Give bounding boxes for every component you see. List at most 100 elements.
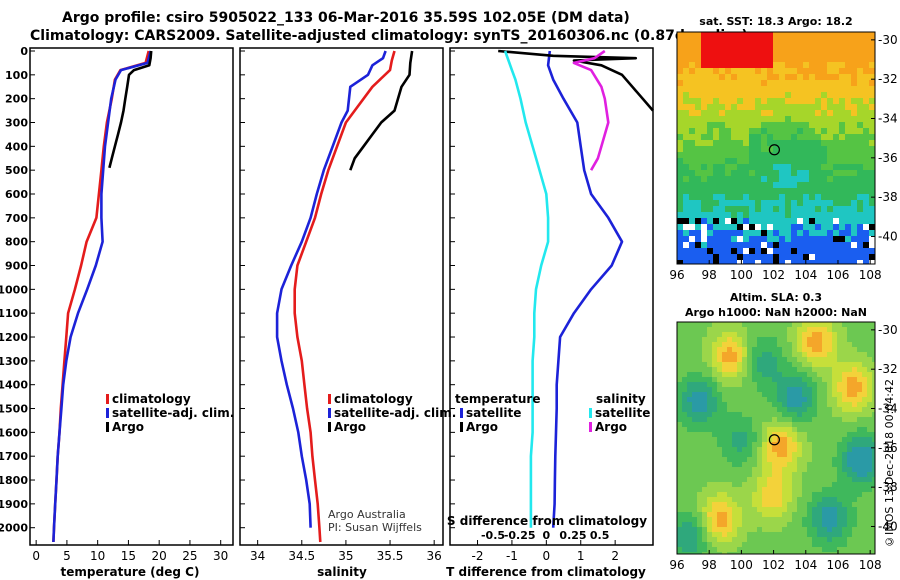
sst-cell — [869, 260, 875, 264]
sla-cell — [692, 432, 697, 437]
sst-cell — [779, 152, 785, 158]
sst-cell — [713, 116, 719, 122]
sla-cell — [772, 372, 777, 377]
sla-cell — [797, 387, 802, 392]
sla-cell — [712, 522, 717, 527]
sst-cell — [725, 116, 731, 122]
sla-cell — [827, 487, 832, 492]
sst-cell — [809, 134, 815, 140]
sst-cell — [749, 218, 755, 224]
sla-cell — [802, 452, 807, 457]
sst-cell — [731, 104, 737, 110]
sst-cell — [785, 170, 791, 176]
sst-cell — [719, 170, 725, 176]
sla-cell — [807, 392, 812, 397]
sla-map — [677, 322, 875, 554]
sla-cell — [757, 457, 762, 462]
sst-cell — [869, 86, 875, 92]
sla-cell — [732, 482, 737, 487]
sla-cell — [702, 532, 707, 537]
sst-cell — [689, 62, 695, 68]
sla-cell — [752, 537, 757, 542]
sla-cell — [697, 522, 702, 527]
sst-cell — [839, 80, 845, 86]
sla-cell — [762, 367, 767, 372]
sla-cell — [832, 372, 837, 377]
sla-cell — [847, 377, 852, 382]
series-line-temperature-argo — [498, 49, 654, 112]
sla-cell — [727, 342, 732, 347]
sla-cell — [772, 382, 777, 387]
sla-cell — [797, 497, 802, 502]
sst-cell — [791, 62, 797, 68]
sla-cell — [747, 482, 752, 487]
sst-cell — [701, 32, 707, 38]
sst-cell — [797, 134, 803, 140]
sla-cell — [827, 442, 832, 447]
sla-cell — [767, 357, 772, 362]
sla-cell — [692, 442, 697, 447]
sla-cell — [777, 517, 782, 522]
sla-cell — [712, 342, 717, 347]
sla-cell — [852, 492, 857, 497]
sla-cell — [842, 402, 847, 407]
sst-cell — [833, 74, 839, 80]
sla-cell — [857, 362, 862, 367]
sst-cell — [725, 74, 731, 80]
sla-cell — [792, 372, 797, 377]
sla-cell — [687, 382, 692, 387]
sla-cell — [762, 542, 767, 547]
sla-cell — [832, 497, 837, 502]
sst-cell — [701, 104, 707, 110]
sst-cell — [713, 230, 719, 236]
sla-cell — [777, 522, 782, 527]
sst-cell — [821, 146, 827, 152]
sla-cell — [687, 547, 692, 552]
sst-cell — [749, 98, 755, 104]
sla-cell — [842, 392, 847, 397]
sla-cell — [842, 482, 847, 487]
sst-cell — [869, 164, 875, 170]
sst-cell — [743, 92, 749, 98]
sst-cell — [869, 122, 875, 128]
sla-cell — [712, 402, 717, 407]
sst-cell — [833, 224, 839, 230]
sla-cell — [862, 347, 867, 352]
sla-cell — [872, 437, 875, 442]
sla-cell — [717, 467, 722, 472]
sla-cell — [702, 492, 707, 497]
sla-cell — [777, 497, 782, 502]
sst-cell — [677, 122, 683, 128]
sst-cell — [833, 68, 839, 74]
sst-cell — [695, 80, 701, 86]
sst-cell — [833, 122, 839, 128]
sst-cell — [755, 212, 761, 218]
sla-cell — [707, 497, 712, 502]
sla-cell — [702, 427, 707, 432]
sla-cell — [837, 352, 842, 357]
sla-cell — [802, 367, 807, 372]
sla-cell — [822, 492, 827, 497]
sla-cell — [777, 407, 782, 412]
sla-cell — [822, 417, 827, 422]
sla-cell — [707, 332, 712, 337]
sla-cell — [757, 467, 762, 472]
sla-cell — [832, 462, 837, 467]
sst-cell — [845, 104, 851, 110]
sla-cell — [747, 547, 752, 552]
sla-cell — [857, 412, 862, 417]
sla-cell — [787, 457, 792, 462]
sst-cell — [749, 80, 755, 86]
x-tick-label: -1 — [506, 549, 518, 563]
sst-cell — [695, 116, 701, 122]
map-x-tick-label: 102 — [762, 268, 785, 282]
sla-cell — [857, 382, 862, 387]
sst-cell — [713, 110, 719, 116]
sla-cell — [742, 517, 747, 522]
sla-cell — [747, 397, 752, 402]
sst-cell — [695, 56, 701, 62]
sla-cell — [847, 502, 852, 507]
profile-location-marker — [768, 434, 780, 446]
sst-cell — [767, 92, 773, 98]
sla-cell — [827, 402, 832, 407]
